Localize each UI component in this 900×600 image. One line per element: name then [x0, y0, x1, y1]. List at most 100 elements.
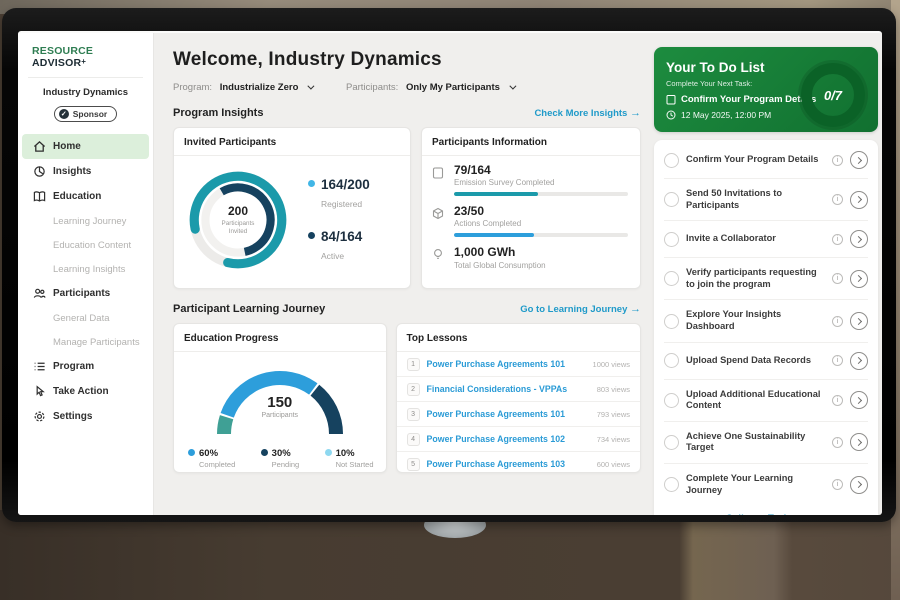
legend-registered: 164/200 Registered	[308, 176, 370, 212]
stat-actions-completed: 23/50 Actions Completed	[432, 204, 628, 238]
sidebar-item-education[interactable]: Education	[22, 184, 149, 209]
legend-dot	[308, 180, 315, 187]
sidebar-item-learning-journey[interactable]: Learning Journey	[53, 215, 127, 227]
task-checkbox[interactable]	[664, 271, 679, 287]
info-icon[interactable]: i	[832, 233, 843, 245]
task-open-button[interactable]	[850, 230, 868, 249]
lesson-link[interactable]: Power Purchase Agreements 101	[426, 359, 566, 369]
actions-cube-icon	[432, 208, 444, 220]
lesson-link[interactable]: Power Purchase Agreements 101	[426, 409, 566, 419]
task-checkbox[interactable]	[664, 313, 679, 329]
info-icon[interactable]: i	[832, 273, 843, 285]
todo-progress-ring: 0/7	[801, 63, 865, 127]
rank-badge: 2	[406, 382, 420, 396]
sidebar-nav: Home Insights Education Learning Journey…	[18, 134, 153, 429]
info-icon[interactable]: i	[832, 154, 843, 166]
task-list-card: Confirm Your Program Details i Send 50 I…	[654, 140, 878, 515]
education-progress-gauge: 150 Participants	[205, 358, 355, 442]
check-more-insights-link[interactable]: Check More Insights →	[534, 107, 641, 119]
sponsor-badge-icon: ✓	[58, 109, 69, 119]
top-lessons-card: Top Lessons 1 Power Purchase Agreements …	[395, 323, 641, 473]
sidebar-item-general-data[interactable]: General Data	[53, 312, 110, 324]
lesson-row: 4 Power Purchase Agreements 102 734 views	[396, 427, 640, 452]
legend-active: 84/164 Active	[308, 228, 370, 264]
org-name: Industry Dynamics	[43, 87, 128, 98]
task-checkbox[interactable]	[664, 231, 679, 247]
task-checkbox[interactable]	[664, 392, 679, 408]
task-open-button[interactable]	[850, 190, 868, 209]
rank-badge: 4	[406, 432, 420, 446]
participants-filter[interactable]: Participants: Only My Participants	[346, 82, 517, 93]
dashboard-screen: RESOURCE ADVISOR+ Industry Dynamics ✓ Sp…	[18, 31, 882, 515]
task-open-button[interactable]	[850, 351, 868, 370]
collapse-tasks-link[interactable]: Collapse Tasks	[664, 505, 868, 515]
sidebar-item-education-content[interactable]: Education Content	[53, 239, 132, 251]
task-row: Achieve One Sustainability Target i	[664, 422, 868, 465]
task-row: Explore Your Insights Dashboard i	[664, 300, 868, 343]
card-title: Participants Information	[422, 128, 640, 156]
task-checkbox[interactable]	[664, 192, 679, 208]
learning-journey-heading: Participant Learning Journey	[173, 303, 326, 315]
sidebar-item-program[interactable]: Program	[22, 354, 149, 379]
task-row: Invite a Collaborator i	[664, 221, 868, 259]
donut-center-label: Participants Invited	[221, 220, 255, 235]
task-open-button[interactable]	[850, 151, 868, 169]
invited-participants-card: Invited Participants 200	[173, 127, 411, 289]
chevron-down-icon	[508, 82, 517, 90]
legend-not-started: 10% Not Started	[324, 448, 374, 469]
info-icon[interactable]: i	[832, 315, 843, 327]
todo-panel: Your To Do List Complete Your Next Task:…	[654, 47, 878, 515]
sponsor-badge[interactable]: ✓ Sponsor	[53, 106, 118, 122]
program-filter[interactable]: Program: Industrialize Zero	[173, 82, 315, 93]
task-checkbox[interactable]	[664, 434, 679, 450]
task-row: Upload Spend Data Records i	[664, 343, 868, 380]
divider	[28, 77, 143, 78]
info-icon[interactable]: i	[832, 194, 843, 206]
info-icon[interactable]: i	[832, 479, 843, 491]
sidebar-item-take-action[interactable]: Take Action	[22, 379, 149, 404]
task-open-button[interactable]	[850, 312, 868, 331]
task-open-button[interactable]	[850, 269, 868, 288]
task-open-button[interactable]	[850, 475, 868, 494]
lesson-link[interactable]: Power Purchase Agreements 103	[426, 459, 566, 469]
info-icon[interactable]: i	[832, 436, 843, 448]
emission-progress-bar	[454, 192, 628, 197]
participants-information-card: Participants Information 79/164 Emission…	[421, 127, 641, 289]
task-row: Upload Additional Educational Content i	[664, 380, 868, 422]
lesson-row: 3 Power Purchase Agreements 101 793 views	[396, 402, 640, 427]
sidebar-item-settings[interactable]: Settings	[22, 404, 149, 429]
info-icon[interactable]: i	[832, 355, 843, 367]
chevron-down-icon	[307, 82, 315, 90]
app-logo[interactable]: RESOURCE ADVISOR+	[32, 45, 94, 69]
sidebar-item-insights[interactable]: Insights	[22, 159, 149, 184]
arrow-right-icon: →	[630, 107, 641, 119]
education-book-icon	[33, 191, 46, 202]
participants-icon	[33, 288, 46, 298]
sidebar-item-participants[interactable]: Participants	[22, 281, 149, 306]
task-checkbox[interactable]	[664, 353, 679, 369]
donut-center-value: 200	[227, 204, 249, 219]
consumption-bulb-icon	[434, 249, 442, 260]
sidebar-item-manage-participants[interactable]: Manage Participants	[53, 336, 140, 348]
task-row: Confirm Your Program Details i	[664, 142, 868, 179]
home-icon	[33, 140, 46, 152]
task-checkbox[interactable]	[664, 152, 679, 168]
sidebar-item-learning-insights[interactable]: Learning Insights	[53, 263, 126, 275]
info-icon[interactable]: i	[832, 394, 843, 406]
legend-dot	[188, 449, 195, 456]
lesson-link[interactable]: Power Purchase Agreements 102	[426, 434, 566, 444]
task-row: Send 50 Invitations to Participants i	[664, 179, 868, 222]
task-open-button[interactable]	[850, 391, 868, 410]
gauge-center-value: 150	[267, 394, 293, 411]
card-title: Education Progress	[174, 324, 386, 352]
card-title: Invited Participants	[174, 128, 410, 156]
lesson-link[interactable]: Financial Considerations - VPPAs	[426, 384, 568, 394]
clock-icon	[666, 110, 676, 120]
lesson-row: 2 Financial Considerations - VPPAs 803 vi…	[396, 377, 640, 402]
sidebar-item-home[interactable]: Home	[22, 134, 149, 159]
task-open-button[interactable]	[850, 433, 868, 452]
go-to-learning-journey-link[interactable]: Go to Learning Journey →	[520, 303, 641, 315]
task-checkbox[interactable]	[664, 477, 679, 493]
legend-pending: 30% Pending	[260, 448, 299, 469]
